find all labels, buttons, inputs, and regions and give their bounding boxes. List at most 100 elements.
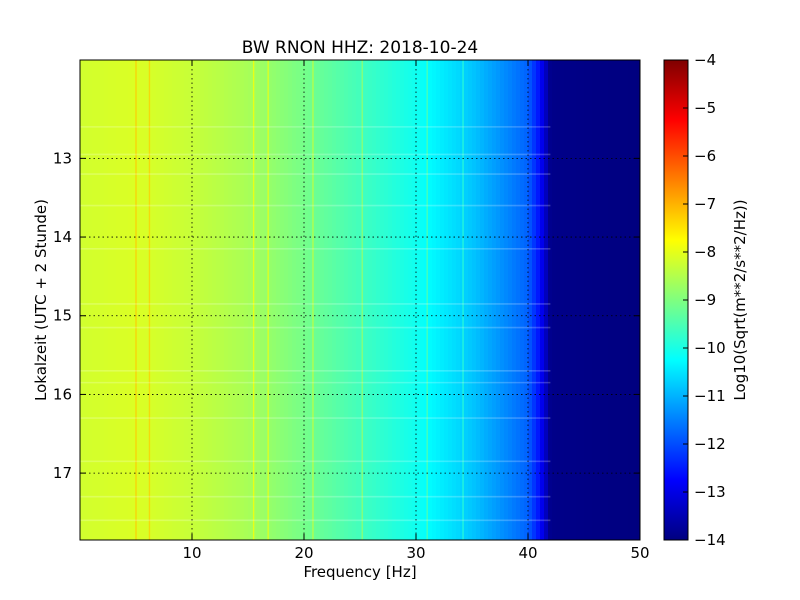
spectrum-band <box>584 60 589 540</box>
spectrum-band <box>296 60 301 540</box>
colorbar-tick-label: −13 <box>694 483 726 501</box>
spectrum-band <box>576 60 581 540</box>
spectrum-band <box>96 60 101 540</box>
spectrum-band <box>432 60 437 540</box>
spectrum-band <box>332 60 337 540</box>
spectrum-band <box>372 60 377 540</box>
spectrum-band <box>140 60 145 540</box>
spectrum-band <box>352 60 357 540</box>
spectrum-band <box>508 60 513 540</box>
spectrum-band <box>176 60 181 540</box>
spectrum-band <box>304 60 309 540</box>
spectrum-band <box>116 60 121 540</box>
spectrum-band <box>440 60 445 540</box>
grid-lines <box>80 60 640 540</box>
colorbar-tick-label: −9 <box>694 291 716 309</box>
spectrum-band <box>428 60 433 540</box>
plot-frame <box>79 59 641 541</box>
spectrum-band <box>184 60 189 540</box>
spectrum-band <box>216 60 221 540</box>
spectrum-band <box>548 60 553 540</box>
spectrum-band <box>412 60 417 540</box>
spectrum-band <box>484 60 489 540</box>
spectrum-band <box>244 60 249 540</box>
spectrum-band <box>480 60 485 540</box>
spectrum-band <box>500 60 505 540</box>
spectrum-band <box>344 60 349 540</box>
spectrum-band <box>328 60 333 540</box>
spectrum-band <box>404 60 409 540</box>
spectrum-band <box>400 60 405 540</box>
colorbar-tick-label: −11 <box>694 387 726 405</box>
spectrum-band <box>256 60 261 540</box>
vertical-noise-lines <box>135 60 464 540</box>
spectrum-band <box>512 60 517 540</box>
colorbar-tick-label: −6 <box>694 147 716 165</box>
spectrum-band <box>104 60 109 540</box>
spectrum-band <box>268 60 273 540</box>
spectrum-band <box>492 60 497 540</box>
spectrum-band <box>460 60 465 540</box>
spectrum-band <box>200 60 205 540</box>
spectrum-band <box>468 60 473 540</box>
spectrum-band <box>544 60 549 540</box>
spectrum-band <box>180 60 185 540</box>
spectrum-band <box>108 60 113 540</box>
colorbar-tick-label: −5 <box>694 99 716 117</box>
spectrum-band <box>608 60 613 540</box>
spectrum-band <box>636 60 640 540</box>
x-axis-ticks: 10 20 30 40 50 <box>182 60 650 562</box>
spectrum-band <box>556 60 561 540</box>
spectrum-band <box>424 60 429 540</box>
spectrum-band <box>632 60 637 540</box>
spectrum-band <box>356 60 361 540</box>
spectrum-band <box>300 60 305 540</box>
spectrum-band <box>364 60 369 540</box>
spectrum-band <box>444 60 449 540</box>
spectrum-band <box>128 60 133 540</box>
spectrum-band <box>288 60 293 540</box>
spectrum-band <box>132 60 137 540</box>
spectrum-band <box>388 60 393 540</box>
spectrum-band <box>136 60 141 540</box>
x-tick-label: 10 <box>182 544 201 562</box>
spectrum-band <box>88 60 93 540</box>
spectrum-band <box>144 60 149 540</box>
spectrum-band <box>552 60 557 540</box>
spectrum-band <box>528 60 533 540</box>
spectrum-band <box>164 60 169 540</box>
spectrum-band <box>540 60 545 540</box>
colorbar-tick-label: −14 <box>694 531 726 549</box>
spectrum-band <box>192 60 197 540</box>
spectrum-band <box>376 60 381 540</box>
spectrum-band <box>196 60 201 540</box>
y-tick-label: 13 <box>53 149 72 167</box>
spectrum-band <box>228 60 233 540</box>
x-axis-label: Frequency [Hz] <box>303 563 416 581</box>
spectrum-band <box>516 60 521 540</box>
spectrum-band <box>240 60 245 540</box>
spectrum-band <box>160 60 165 540</box>
spectrum-band <box>524 60 529 540</box>
spectrum-band <box>416 60 421 540</box>
spectrum-band <box>336 60 341 540</box>
spectrum-band <box>448 60 453 540</box>
spectrum-band <box>580 60 585 540</box>
spectrum-band <box>148 60 153 540</box>
spectrum-band <box>324 60 329 540</box>
spectrum-band <box>604 60 609 540</box>
spectrum-band <box>168 60 173 540</box>
spectrum-band <box>476 60 481 540</box>
spectrum-band <box>456 60 461 540</box>
colorbar-tick-label: −7 <box>694 195 716 213</box>
spectrum-band <box>308 60 313 540</box>
spectrum-band <box>188 60 193 540</box>
spectrum-band <box>396 60 401 540</box>
spectrum-band <box>272 60 277 540</box>
spectrum-band <box>504 60 509 540</box>
spectrum-band <box>264 60 269 540</box>
y-tick-label: 14 <box>53 228 72 246</box>
spectrum-band <box>80 60 85 540</box>
spectrum-band <box>152 60 157 540</box>
